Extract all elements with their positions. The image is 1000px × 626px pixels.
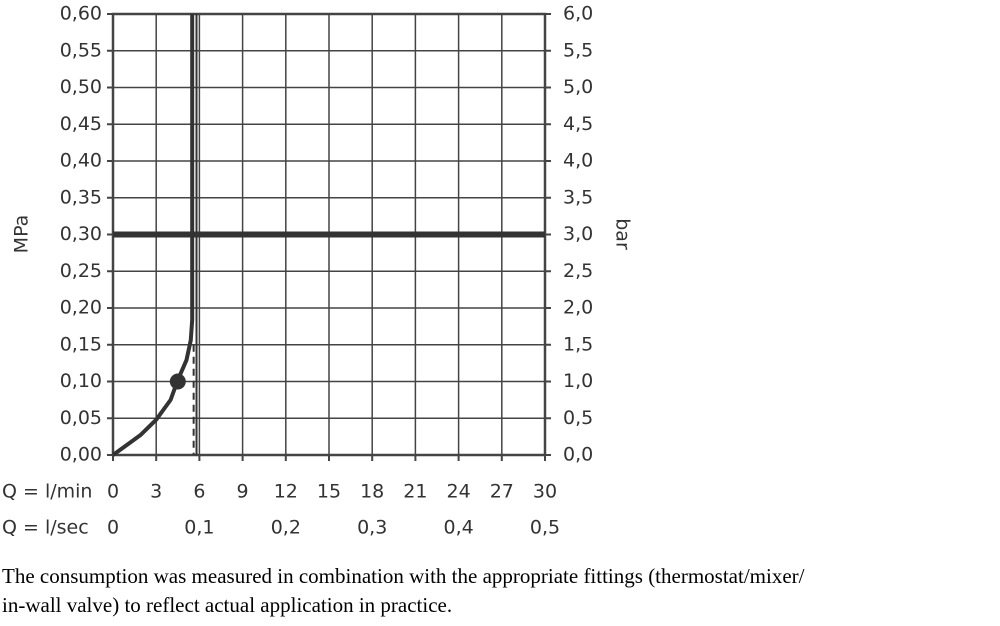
y-tick-label: 0,10 (60, 370, 102, 392)
y2-tick-label: 5,5 (563, 39, 593, 61)
y2-tick-label: 2,0 (563, 297, 593, 319)
x-tick-label: 15 (317, 481, 341, 503)
y-axis-label: MPa (11, 215, 33, 254)
y-tick-label: 0,45 (60, 113, 102, 135)
y2-tick-label: 5,0 (563, 76, 593, 98)
y2-tick-label: 2,5 (563, 260, 593, 282)
y2-tick-label: 1,0 (563, 370, 593, 392)
note: in-wall valve) to reflect actual applica… (2, 593, 452, 617)
y-tick-label: 0,00 (60, 444, 102, 466)
x-tick-label: 3 (150, 481, 162, 503)
x2-tick-label: 0,5 (530, 517, 560, 539)
x2-tick-label: 0,2 (271, 517, 301, 539)
x-tick-label: 24 (447, 481, 471, 503)
y-tick-label: 0,60 (60, 3, 102, 25)
y2-tick-label: 1,5 (563, 333, 593, 355)
y2-tick-label: 3,0 (563, 223, 593, 245)
x-tick-label: 30 (533, 481, 557, 503)
x-tick-label: 18 (360, 481, 384, 503)
y2-tick-label: 0,0 (563, 444, 593, 466)
x2-tick-label: 0,3 (357, 517, 387, 539)
y2-tick-label: 0,5 (563, 407, 593, 429)
y-tick-label: 0,05 (60, 407, 102, 429)
operating-point (169, 373, 186, 390)
y-tick-label: 0,50 (60, 76, 102, 98)
x2-tick-label: 0,4 (443, 517, 473, 539)
x-tick-label: 6 (193, 481, 205, 503)
y-tick-label: 0,35 (60, 186, 102, 208)
x-axis-label: Q = l/min (2, 481, 92, 503)
y-tick-label: 0,20 (60, 297, 102, 319)
x-tick-label: 0 (107, 481, 119, 503)
y2-tick-label: 3,5 (563, 186, 593, 208)
y2-tick-label: 4,0 (563, 150, 593, 172)
note: The consumption was measured in combinat… (2, 564, 805, 588)
y-tick-label: 0,30 (60, 223, 102, 245)
x2-tick-label: 0,1 (184, 517, 214, 539)
x-tick-label: 9 (237, 481, 249, 503)
x-tick-label: 27 (490, 481, 514, 503)
y-tick-label: 0,25 (60, 260, 102, 282)
y-tick-label: 0,55 (60, 39, 102, 61)
y2-tick-label: 4,5 (563, 113, 593, 135)
y2-tick-label: 6,0 (563, 3, 593, 25)
y-tick-label: 0,15 (60, 333, 102, 355)
x2-axis-label: Q = l/sec (2, 517, 89, 539)
x2-tick-label: 0 (107, 517, 119, 539)
x-tick-label: 12 (274, 481, 298, 503)
x-tick-label: 21 (403, 481, 427, 503)
y-tick-label: 0,40 (60, 150, 102, 172)
y2-axis-label: bar (612, 218, 634, 250)
